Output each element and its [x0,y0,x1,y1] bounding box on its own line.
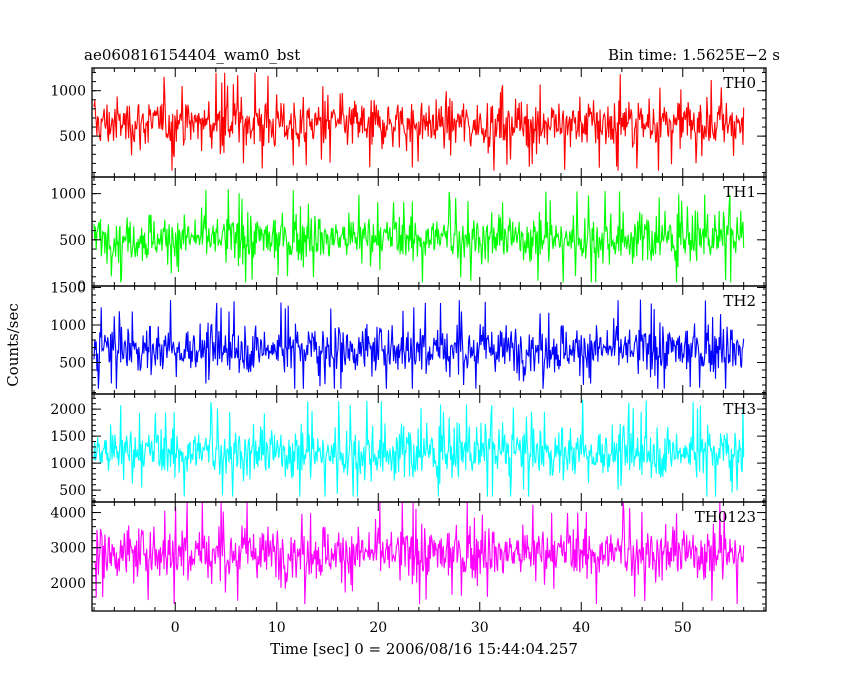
panel-label: TH3 [723,400,756,418]
panel-label: TH2 [723,292,756,310]
series-line-th0 [93,72,745,171]
y-tick-label: 1500 [50,281,86,297]
chart-title-right: Bin time: 1.5625E−2 s [608,46,780,64]
chart-title-left: ae060816154404_wam0_bst [84,46,300,64]
x-tick-label: 30 [471,620,489,636]
series-line-th1 [93,189,745,283]
y-tick-label: 500 [59,233,86,249]
y-tick-label: 500 [59,129,86,145]
series-line-th2 [93,299,745,389]
y-tick-label: 3000 [50,541,86,557]
y-tick-label: 1000 [50,456,86,472]
y-tick-label: 1500 [50,429,86,445]
panel-th0: 500 1000 TH0 [50,67,767,178]
y-tick-label: 500 [59,356,86,372]
panel-th3: 500 1000 1500 2000 TH3 [50,393,767,503]
panel-label: TH0 [723,74,756,92]
y-tick-label: 1000 [50,84,86,100]
y-tick-label: 1000 [50,187,86,203]
x-tick-label: 20 [369,620,387,636]
series-line-th0123 [93,501,745,604]
panel-frame [91,501,767,612]
x-axis-label: Time [sec] 0 = 2006/08/16 15:44:04.257 [270,640,578,658]
y-tick-label: 2000 [50,402,86,418]
panel-th0123: 2000 3000 4000 TH0123 [50,501,767,612]
series-line-th3 [93,399,745,497]
panel-label: TH1 [723,183,756,201]
panel-th2: 500 1000 1500 TH2 [50,281,767,395]
x-tick-label: 40 [572,620,590,636]
x-tick-label: 0 [171,620,180,636]
y-axis-label: Counts/sec [4,303,22,387]
y-tick-label: 1000 [50,318,86,334]
y-tick-label: 0 [77,279,86,295]
y-tick-label: 4000 [50,506,86,522]
y-tick-label: 500 [59,483,86,499]
x-tick-label: 10 [268,620,286,636]
panel-th1: 0 500 1000 TH1 [50,176,767,295]
panel-label: TH0123 [695,508,756,526]
x-tick-label: 50 [674,620,692,636]
y-tick-label: 2000 [50,576,86,592]
